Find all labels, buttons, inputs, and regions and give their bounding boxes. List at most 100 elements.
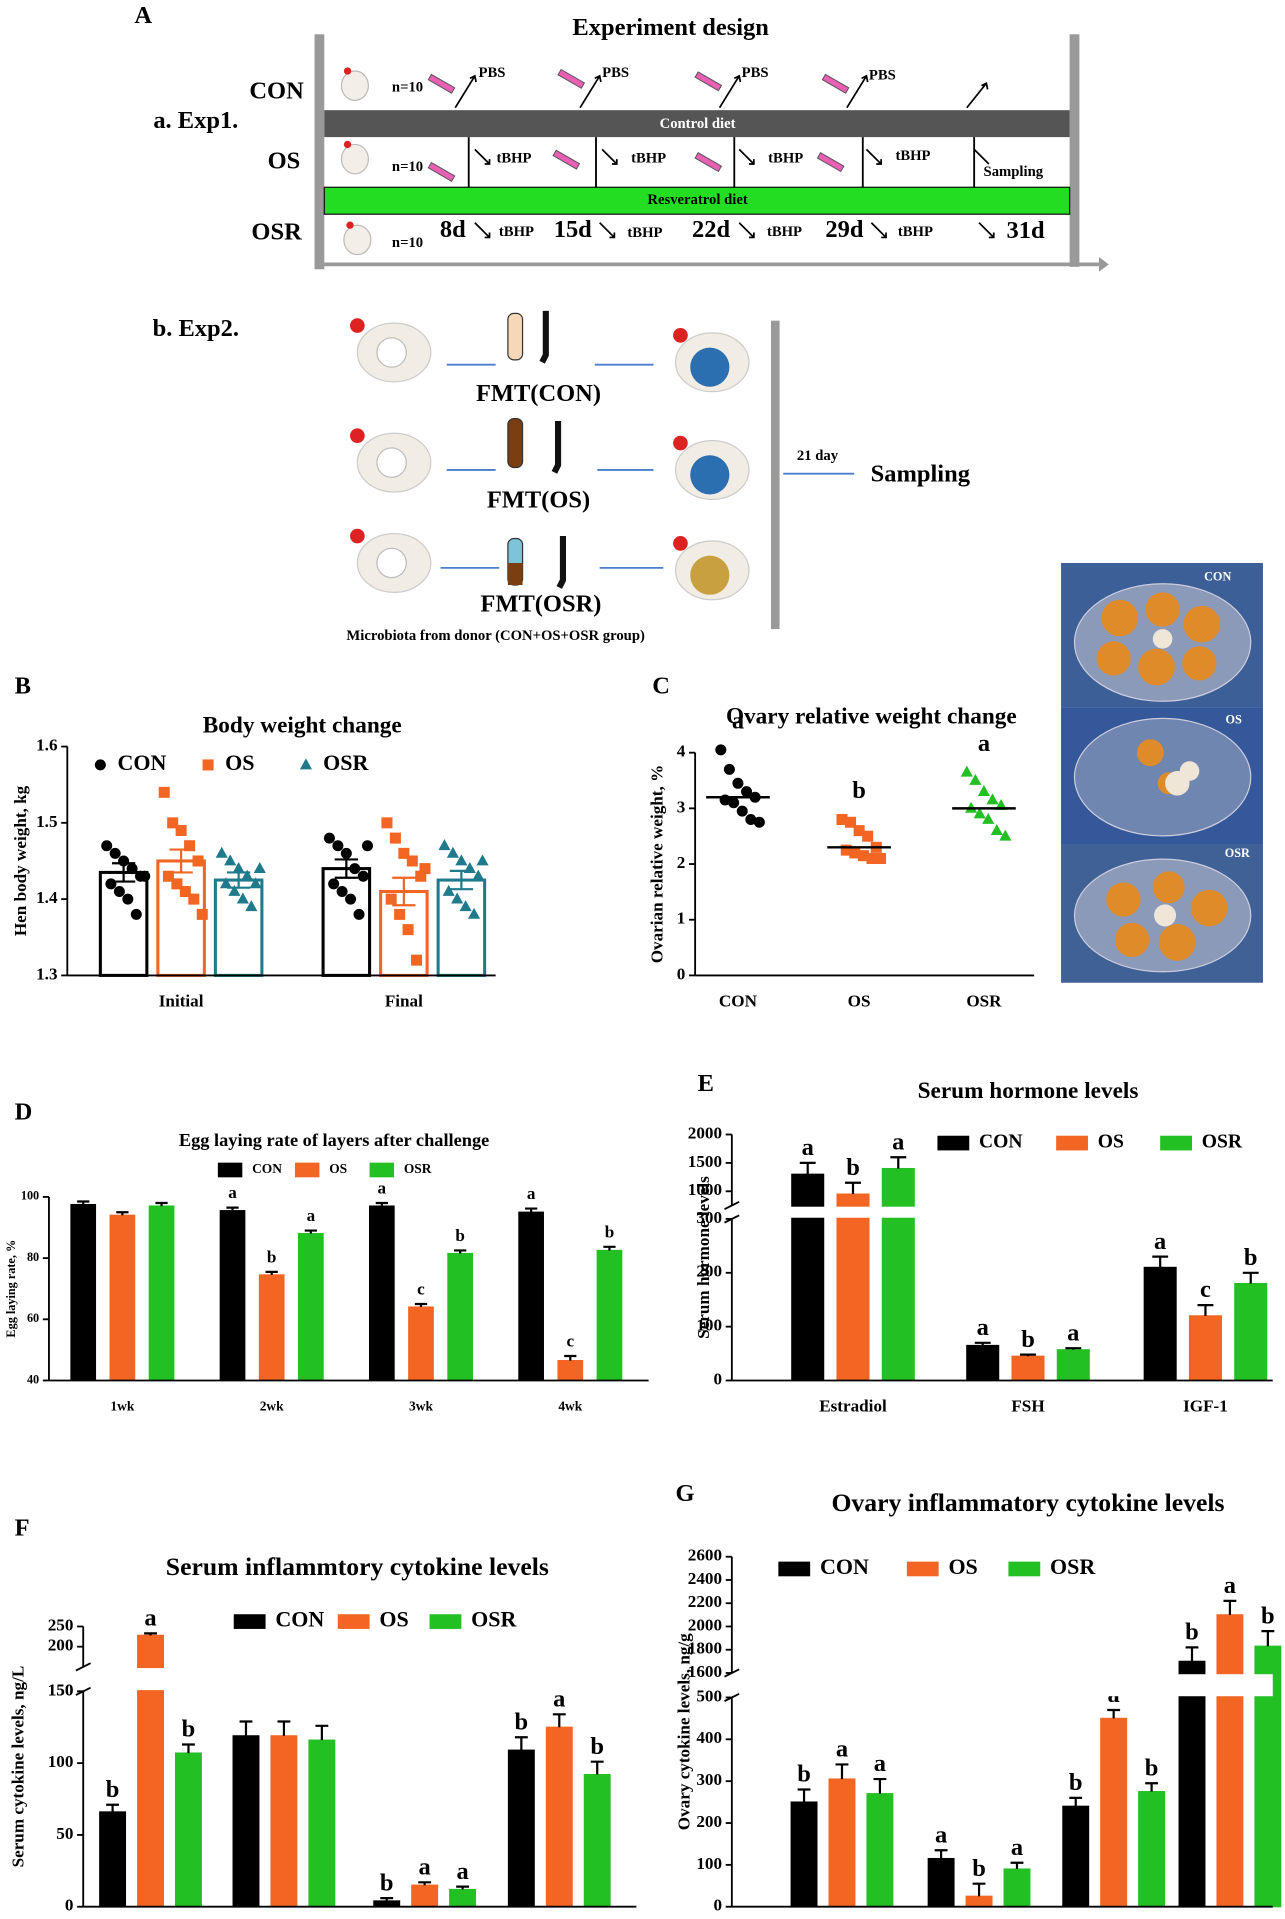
data-point [849,847,861,859]
data-point [715,744,727,756]
error-bar [418,1881,432,1886]
legend-label: OSR [471,1607,517,1632]
group-label: OSR [251,218,302,245]
y-tick-label: 1600 [688,1662,722,1681]
control-diet-bar [324,110,1070,138]
resveratrol-diet-bar [323,186,1071,215]
tbhp-label: tBHP [631,151,666,167]
error-bar [106,1803,120,1812]
bar [1138,1791,1166,1908]
data-point [866,852,878,864]
error-bar [1261,1630,1275,1647]
bar [881,1167,915,1382]
error-bar [799,1161,816,1175]
photo-label: OSR [1225,846,1250,860]
panel-label: E [698,1070,714,1097]
bar [866,1793,894,1908]
error-bar [144,1632,157,1636]
pbs-label: PBS [479,65,506,81]
data-point [419,863,431,875]
bar [408,1306,434,1382]
data-point [219,877,233,889]
bar [449,1888,477,1908]
sampling-label: Sampling [871,461,970,488]
fmt-label: FMT(CON) [476,380,601,407]
diet-label: Resveratrol diet [647,192,747,208]
legend-swatch [294,1162,320,1178]
error-bar [380,1897,394,1901]
bar [1188,1315,1222,1382]
panel-label: A [134,2,152,29]
y-tick-label: 200 [696,1262,722,1281]
significance-letter: a [1224,1572,1236,1599]
error-bar [1242,1271,1259,1284]
error-bar [845,1181,861,1195]
timeline-start [314,34,325,270]
photo-label: OS [1225,713,1242,727]
error-bar [525,1207,538,1213]
chart-title: Ovary inflammatory cytokine levels [831,1488,1224,1517]
bar [1003,1868,1031,1908]
data-point [232,862,245,874]
data-point [736,805,748,817]
sampling-label: Sampling [984,164,1044,180]
error-bar [265,1270,278,1275]
bar [828,1778,856,1908]
data-point [840,844,852,856]
diagram-title: Experiment design [572,14,769,41]
legend-swatch [778,1561,811,1577]
significance-letter: b [1185,1619,1199,1646]
chart-title: Egg laying rate of layers after challeng… [179,1130,489,1150]
y-axis-label: Serum cytokine levels, ng/L [9,1666,28,1868]
significance-letter: a [836,1736,848,1763]
significance-letter: b [852,777,866,804]
y-tick-label: 1 [677,909,686,928]
bar [966,1344,1000,1382]
ovary-photo: CON OS OSR [1061,562,1263,983]
data-point [361,840,373,852]
data-point [349,863,361,875]
error-bar [797,1788,811,1803]
x-tick-label: 1wk [110,1399,134,1414]
day-label: 22d [692,216,730,243]
x-tick-label: 2wk [260,1399,284,1414]
error-bar [974,1341,991,1346]
legend-swatch [217,1162,243,1178]
chart: CON a OS b OSR a C Ovary relative weight change… [647,672,1035,1010]
legend-swatch [1008,1561,1041,1577]
data-point [411,954,423,966]
data-point [476,854,489,866]
bar [557,1359,584,1382]
data-point [336,885,348,898]
data-point [753,816,765,828]
error-bar [1020,1353,1036,1357]
legend-label: OS [1098,1132,1124,1153]
data-point [977,785,991,797]
y-tick-label: 2400 [688,1569,722,1588]
significance-letter: a [1067,1319,1079,1346]
y-tick-label: 2000 [688,1615,722,1634]
tbhp-label: tBHP [627,225,662,241]
data-point [171,878,183,890]
data-point [175,824,187,836]
data-point [179,885,191,898]
y-axis-label: Hen body weight, kg [11,785,30,936]
legend-marker [299,758,313,770]
tbhp-label: tBHP [499,224,534,240]
legend-label: CON [820,1554,869,1579]
fmt-label: FMT(OS) [487,486,590,513]
legend-swatch [906,1561,939,1577]
x-tick-label: Final [385,991,423,1010]
day-label: 31d [1007,217,1045,244]
bar [583,1774,611,1908]
data-point [455,854,468,866]
pbs-label: PBS [602,65,629,81]
data-point [340,847,352,859]
legend-label: OS [379,1607,408,1632]
data-point [857,850,869,862]
error-bar [1197,1304,1214,1316]
data-point [394,908,406,920]
y-axis-label: Ovary cytokine levels, ng/g [674,1633,693,1830]
y-tick-label: 80 [27,1250,39,1264]
